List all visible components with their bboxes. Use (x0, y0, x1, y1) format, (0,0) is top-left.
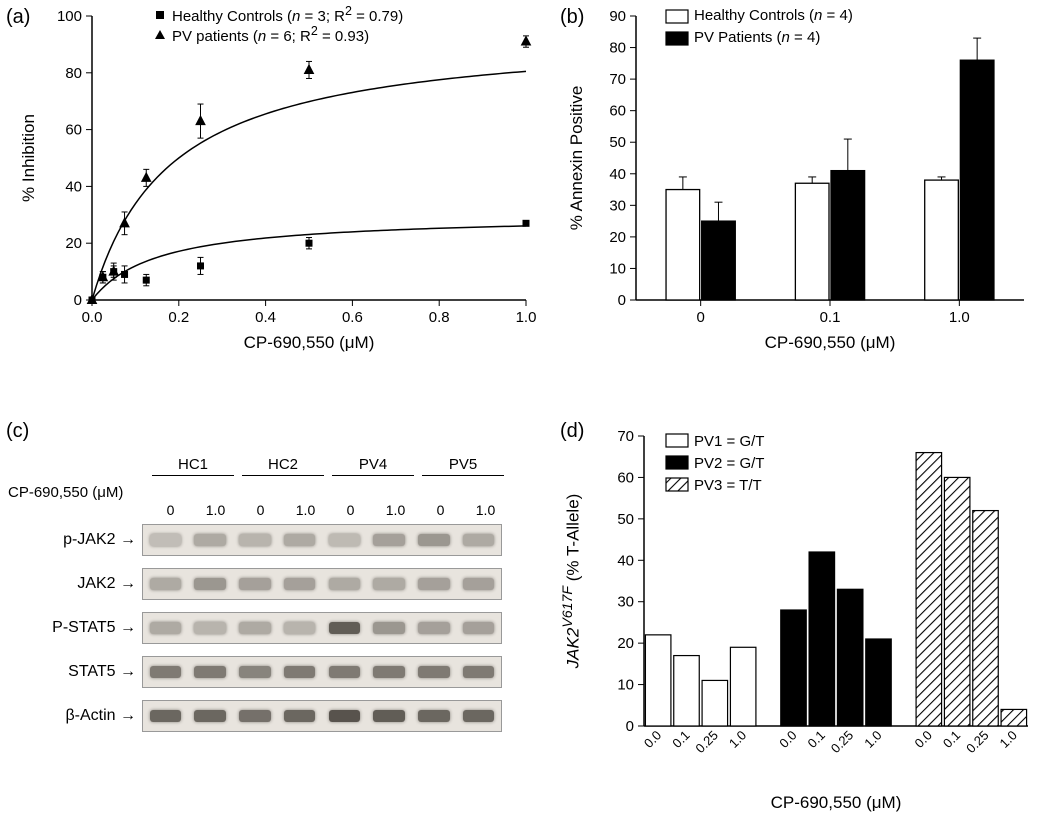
svg-text:70: 70 (609, 71, 626, 88)
svg-text:0.25: 0.25 (828, 728, 857, 757)
blot-row: STAT5 → (32, 656, 508, 688)
svg-text:10: 10 (609, 260, 626, 277)
svg-text:CP-690,550 (μM): CP-690,550 (μM) (771, 793, 902, 812)
svg-text:0.2: 0.2 (168, 309, 189, 326)
svg-text:100: 100 (57, 8, 82, 25)
sample-label: HC1 (148, 456, 238, 473)
svg-text:0.1: 0.1 (669, 728, 692, 751)
svg-text:40: 40 (609, 166, 626, 183)
svg-text:90: 90 (609, 8, 626, 25)
svg-text:0.6: 0.6 (342, 309, 363, 326)
svg-text:0: 0 (626, 718, 634, 735)
svg-text:CP-690,550 (μM): CP-690,550 (μM) (765, 333, 896, 352)
svg-text:10: 10 (617, 677, 634, 694)
svg-text:60: 60 (65, 122, 82, 139)
svg-text:60: 60 (617, 469, 634, 486)
blot-row-label: β-Actin → (32, 707, 142, 725)
svg-text:0.0: 0.0 (912, 728, 935, 751)
panel-a-label: (a) (6, 6, 30, 29)
svg-text:0.0: 0.0 (776, 728, 799, 751)
svg-text:PV1 = G/T: PV1 = G/T (694, 433, 764, 450)
panel-a-chart: 0.0 0.2 0.4 0.6 0.8 1.0 0 20 40 60 80 100 CP-690,550… (6, 0, 546, 360)
blot-row-label: P-STAT5 → (32, 619, 142, 637)
svg-text:0.0: 0.0 (82, 309, 103, 326)
svg-text:70: 70 (617, 428, 634, 445)
svg-text:0: 0 (74, 292, 82, 309)
panel-c-label: (c) (6, 420, 29, 443)
svg-text:80: 80 (609, 40, 626, 57)
svg-text:30: 30 (609, 197, 626, 214)
sample-label: PV4 (328, 456, 418, 473)
svg-text:1.0: 1.0 (726, 728, 749, 751)
panel-d-label: (d) (560, 420, 584, 443)
panel-c: (c) HC1HC2PV4PV5CP-690,550 (μM)01.001.00… (6, 420, 546, 800)
svg-text:0.0: 0.0 (641, 728, 664, 751)
svg-text:1.0: 1.0 (949, 309, 970, 326)
svg-text:0.25: 0.25 (692, 728, 721, 757)
svg-text:1.0: 1.0 (861, 728, 884, 751)
svg-text:60: 60 (609, 103, 626, 120)
svg-text:PV3 = T/T: PV3 = T/T (694, 477, 762, 494)
svg-text:30: 30 (617, 594, 634, 611)
blot-row-label: STAT5 → (32, 663, 142, 681)
svg-text:0: 0 (618, 292, 626, 309)
svg-text:40: 40 (65, 178, 82, 195)
panel-c-blot: HC1HC2PV4PV5CP-690,550 (μM)01.001.001.00… (32, 456, 508, 744)
svg-text:1.0: 1.0 (516, 309, 537, 326)
svg-text:80: 80 (65, 65, 82, 82)
svg-text:CP-690,550 (μM): CP-690,550 (μM) (244, 333, 375, 352)
panel-b: (b) 0 10 20 30 40 50 60 70 80 90 % Annexin Positiv… (560, 0, 1040, 360)
svg-text:0.1: 0.1 (940, 728, 963, 751)
svg-text:0: 0 (696, 309, 704, 326)
blot-row-label: JAK2 → (32, 575, 142, 593)
svg-text:50: 50 (617, 511, 634, 528)
svg-text:% Annexin Positive: % Annexin Positive (567, 86, 586, 231)
svg-text:0.4: 0.4 (255, 309, 276, 326)
sample-label: HC2 (238, 456, 328, 473)
panel-b-chart: 0 10 20 30 40 50 60 70 80 90 % Annexin Positive CP-… (560, 0, 1040, 360)
svg-text:% Inhibition: % Inhibition (19, 114, 38, 202)
svg-text:0.1: 0.1 (820, 309, 841, 326)
svg-text:40: 40 (617, 552, 634, 569)
sample-label: PV5 (418, 456, 508, 473)
svg-text:50: 50 (609, 134, 626, 151)
svg-text:0.25: 0.25 (963, 728, 992, 757)
svg-text:20: 20 (617, 635, 634, 652)
blot-row: p-JAK2 → (32, 524, 508, 556)
blot-row: JAK2 → (32, 568, 508, 600)
panel-d-chart: 010203040506070JAK2V617F (% T-Allele)CP-… (560, 420, 1040, 820)
svg-text:0.1: 0.1 (805, 728, 828, 751)
conc-label: CP-690,550 (μM) (8, 484, 123, 501)
svg-text:20: 20 (609, 229, 626, 246)
svg-text:0.8: 0.8 (429, 309, 450, 326)
blot-row-label: p-JAK2 → (32, 531, 142, 549)
blot-row: P-STAT5 → (32, 612, 508, 644)
panel-a: (a) 0.0 0.2 0.4 0.6 0.8 1.0 0 20 40 60 80 100 CP-690… (6, 0, 546, 360)
svg-text:20: 20 (65, 235, 82, 252)
panel-d: (d) 010203040506070JAK2V617F (% T-Allele… (560, 420, 1040, 820)
blot-row: β-Actin → (32, 700, 508, 732)
panel-b-label: (b) (560, 6, 584, 29)
svg-text:PV2 = G/T: PV2 = G/T (694, 455, 764, 472)
svg-text:1.0: 1.0 (997, 728, 1020, 751)
